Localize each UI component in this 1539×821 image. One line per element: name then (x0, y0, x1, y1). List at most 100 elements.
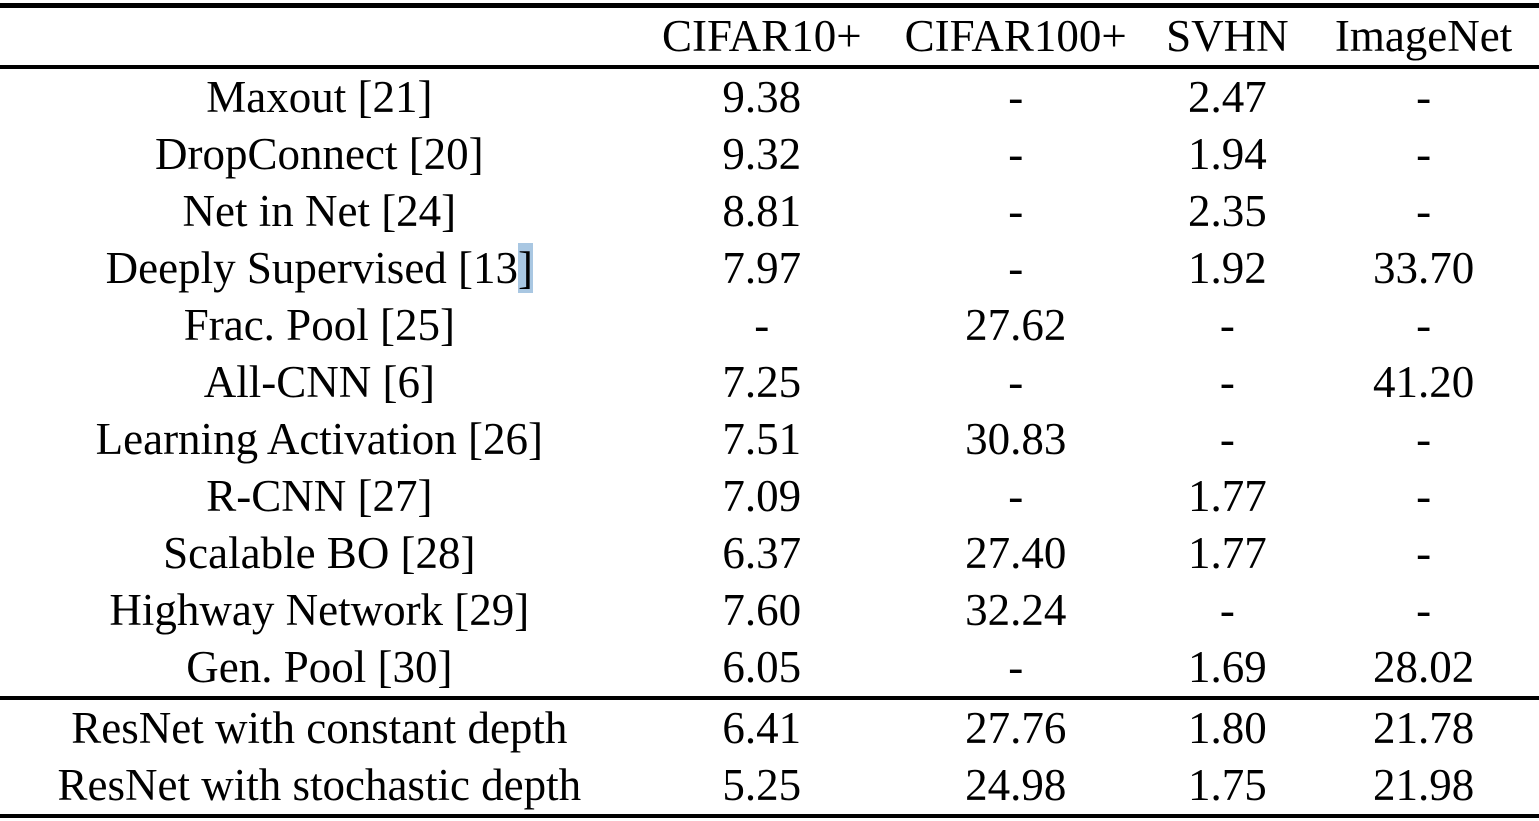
cell-svhn: 1.94 (1187, 129, 1267, 179)
table-row: Maxout [21] 9.38 - 2.47 - (0, 67, 1539, 126)
cell-cifar100: 27.62 (965, 300, 1067, 350)
cell-svhn: 2.47 (1187, 72, 1267, 122)
col-header-cifar10: CIFAR10+ (638, 5, 885, 69)
cell-imagenet: 28.02 (1372, 642, 1475, 692)
method-label-text: DropConnect [20] (155, 129, 484, 179)
table-row: Highway Network [29] 7.60 32.24 - - (0, 582, 1539, 639)
cell-cifar10: 8.81 (722, 186, 802, 236)
method-label: Net in Net [24] (0, 183, 639, 240)
col-header-method (0, 5, 639, 69)
cell-svhn: - (1219, 357, 1235, 407)
col-header-imagenet: ImageNet (1308, 5, 1539, 69)
table-row: ResNet with stochastic depth 5.25 24.98 … (0, 757, 1539, 816)
method-label-text: Scalable BO [28] (163, 528, 476, 578)
col-header-cifar100: CIFAR100+ (884, 5, 1147, 69)
table-row: Deeply Supervised [13] 7.97 - 1.92 33.70 (0, 240, 1539, 297)
method-label: Learning Activation [26] (0, 411, 639, 468)
cell-cifar100: - (1008, 243, 1024, 293)
cell-cifar10: 6.05 (722, 642, 802, 692)
method-label: ResNet with constant depth (0, 698, 639, 757)
cell-cifar10: 5.25 (722, 760, 802, 810)
cell-cifar10: 7.09 (722, 471, 802, 521)
header-row: CIFAR10+ CIFAR100+ SVHN ImageNet (0, 5, 1539, 69)
table-row: ResNet with constant depth 6.41 27.76 1.… (0, 698, 1539, 757)
cell-imagenet: - (1416, 186, 1432, 236)
cell-imagenet: 41.20 (1372, 357, 1475, 407)
cell-cifar100: 24.98 (965, 760, 1067, 810)
method-label-text: Net in Net [24] (182, 186, 457, 236)
table-row: Learning Activation [26] 7.51 30.83 - - (0, 411, 1539, 468)
method-label: Highway Network [29] (0, 582, 639, 639)
cell-imagenet: - (1416, 528, 1432, 578)
table-row: DropConnect [20] 9.32 - 1.94 - (0, 126, 1539, 183)
cell-cifar100: 30.83 (965, 414, 1067, 464)
cell-cifar10: 7.25 (722, 357, 802, 407)
method-label-text: R-CNN [27] (206, 471, 433, 521)
method-label-text: Highway Network [29] (109, 585, 530, 635)
cell-svhn: - (1219, 414, 1235, 464)
method-label: Deeply Supervised [13] (0, 240, 639, 297)
cell-imagenet: - (1416, 300, 1432, 350)
method-label: R-CNN [27] (0, 468, 639, 525)
cell-imagenet: - (1416, 72, 1432, 122)
method-label-text: Deeply Supervised [13 (105, 243, 519, 293)
table-row: Frac. Pool [25] - 27.62 - - (0, 297, 1539, 354)
table-row: Gen. Pool [30] 6.05 - 1.69 28.02 (0, 639, 1539, 698)
cell-cifar100: 32.24 (965, 585, 1067, 635)
cell-cifar100: 27.40 (965, 528, 1067, 578)
col-header-svhn: SVHN (1146, 5, 1309, 69)
cell-imagenet: 33.70 (1372, 243, 1475, 293)
cell-cifar100: - (1008, 129, 1024, 179)
cell-cifar100: 27.76 (965, 703, 1067, 753)
method-label: Gen. Pool [30] (0, 639, 639, 698)
cell-cifar10: 9.38 (722, 72, 802, 122)
method-label-text: Maxout [21] (206, 72, 433, 122)
method-label: Maxout [21] (0, 67, 639, 126)
cell-imagenet: 21.78 (1372, 703, 1475, 753)
cell-svhn: 1.77 (1187, 471, 1267, 521)
table-row: Scalable BO [28] 6.37 27.40 1.77 - (0, 525, 1539, 582)
cell-imagenet: - (1416, 129, 1432, 179)
cell-imagenet: - (1416, 471, 1432, 521)
method-label-text: All-CNN [6] (203, 357, 435, 407)
prior-methods-section: Maxout [21] 9.38 - 2.47 - DropConnect [2… (0, 67, 1539, 698)
table-row: Net in Net [24] 8.81 - 2.35 - (0, 183, 1539, 240)
method-label-text: Frac. Pool [25] (183, 300, 455, 350)
resnet-section: ResNet with constant depth 6.41 27.76 1.… (0, 698, 1539, 816)
cell-cifar10: 6.41 (722, 703, 802, 753)
cell-svhn: 1.92 (1187, 243, 1267, 293)
method-label: ResNet with stochastic depth (0, 757, 639, 816)
cell-imagenet: 21.98 (1372, 760, 1475, 810)
cell-svhn: 1.77 (1187, 528, 1267, 578)
method-label: Scalable BO [28] (0, 525, 639, 582)
citation-link-highlight: ] (518, 243, 534, 293)
method-label-text: Gen. Pool [30] (186, 642, 453, 692)
cell-svhn: - (1219, 585, 1235, 635)
cell-cifar10: 6.37 (722, 528, 802, 578)
method-label-text: ResNet with constant depth (71, 703, 568, 753)
table-row: R-CNN [27] 7.09 - 1.77 - (0, 468, 1539, 525)
method-label-text: Learning Activation [26] (95, 414, 544, 464)
cell-cifar10: 7.60 (722, 585, 802, 635)
cell-svhn: 1.69 (1187, 642, 1267, 692)
cell-cifar10: 7.97 (722, 243, 802, 293)
cell-cifar10: 7.51 (722, 414, 802, 464)
cell-imagenet: - (1416, 414, 1432, 464)
cell-imagenet: - (1416, 585, 1432, 635)
cell-cifar10: 9.32 (722, 129, 802, 179)
cell-cifar100: - (1008, 72, 1024, 122)
cell-cifar100: - (1008, 471, 1024, 521)
method-label: All-CNN [6] (0, 354, 639, 411)
cell-cifar100: - (1008, 186, 1024, 236)
cell-svhn: 1.75 (1187, 760, 1267, 810)
method-label: Frac. Pool [25] (0, 297, 639, 354)
method-label-text: ResNet with stochastic depth (57, 760, 582, 810)
cell-cifar100: - (1008, 642, 1024, 692)
cell-cifar10: - (754, 300, 770, 350)
results-table: CIFAR10+ CIFAR100+ SVHN ImageNet Maxout … (0, 3, 1539, 818)
cell-svhn: - (1219, 300, 1235, 350)
cell-cifar100: - (1008, 357, 1024, 407)
method-label: DropConnect [20] (0, 126, 639, 183)
table-row: All-CNN [6] 7.25 - - 41.20 (0, 354, 1539, 411)
